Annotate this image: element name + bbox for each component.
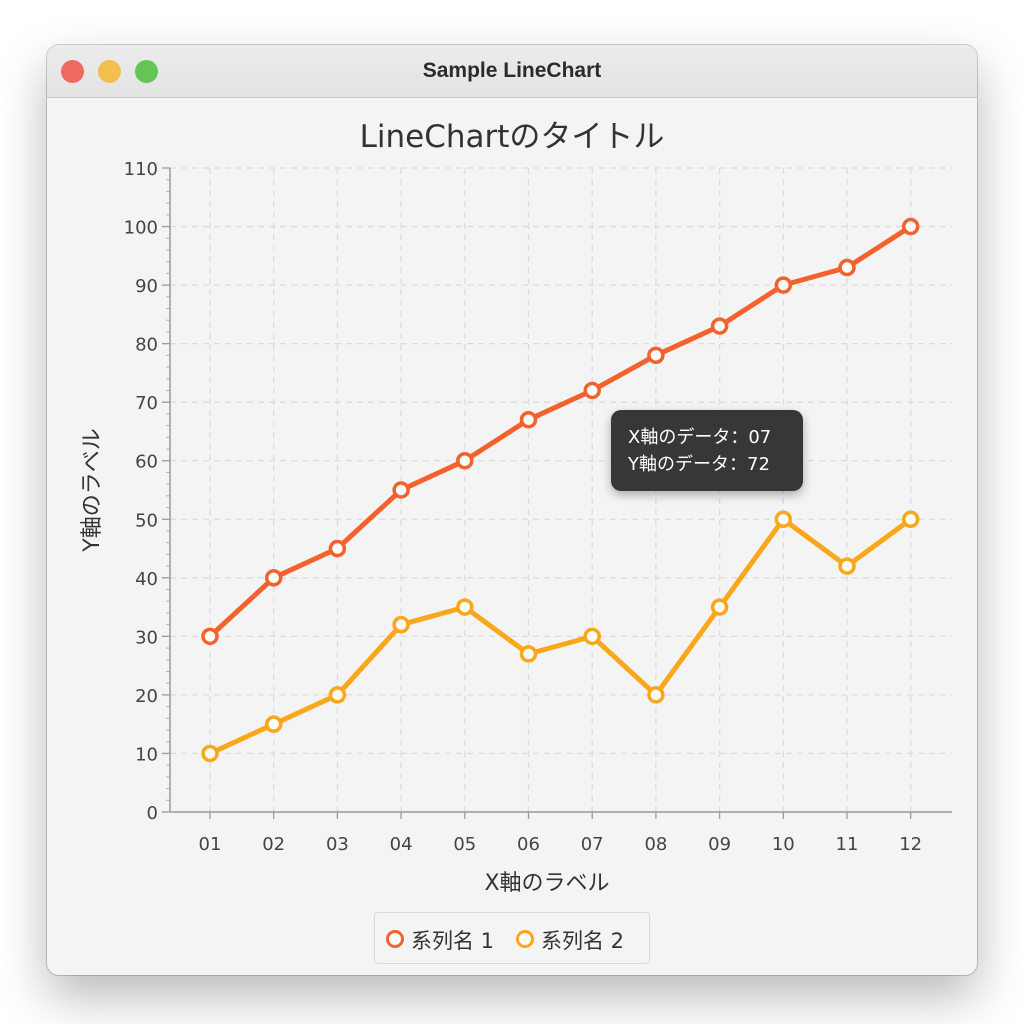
series-2-point: [456, 598, 474, 616]
series-2-line: [207, 516, 914, 756]
series-2-point: [774, 510, 793, 529]
series-1-point: [264, 569, 283, 587]
series-1-point: [519, 410, 538, 429]
series-1-point: [392, 481, 410, 499]
series-2-point: [519, 645, 538, 663]
series-1-point: [647, 346, 665, 365]
series-1-point: [201, 627, 219, 646]
series-2-point: [647, 686, 665, 704]
series-1-line: [207, 224, 914, 639]
y-tick-label: 40: [135, 569, 158, 590]
y-tick-label: 10: [135, 744, 158, 765]
legend-label: 系列名 1: [411, 929, 495, 953]
chart-title: LineChartのタイトル: [359, 119, 665, 155]
x-tick-label: 06: [517, 834, 540, 855]
x-tick-label: 11: [836, 834, 859, 855]
title-bar[interactable]: Sample LineChart: [47, 45, 977, 98]
x-tick-label: 05: [453, 834, 476, 855]
series-1-point: [456, 451, 474, 470]
x-tick-label: 12: [899, 834, 922, 855]
y-axis-label: Y軸のラベル: [80, 428, 105, 552]
series-1-point: [583, 381, 601, 400]
series-2-point: [710, 598, 729, 616]
y-tick-label: 0: [147, 803, 158, 824]
data-point-tooltip: X軸のデータ：07 Y軸のデータ：72: [611, 410, 803, 491]
x-tick-label: 03: [326, 834, 349, 855]
x-tick-label: 02: [262, 834, 285, 855]
x-tick-label: 07: [581, 834, 604, 855]
y-tick-label: 20: [135, 686, 158, 707]
series-2-point: [264, 715, 283, 733]
y-tick-label: 70: [135, 393, 158, 414]
series-1-point: [838, 258, 856, 277]
chart-legend: 系列名 1 系列名 2: [374, 912, 650, 964]
legend-marker-icon: [386, 930, 404, 948]
x-tick-label: 01: [199, 834, 222, 855]
series-2-point: [901, 510, 920, 529]
window-title: Sample LineChart: [422, 59, 602, 82]
series-1-point: [774, 276, 793, 294]
y-tick-label: 30: [135, 627, 158, 648]
series-2-point: [838, 557, 856, 575]
series-2-point: [201, 744, 219, 763]
series-1-point: [328, 539, 347, 558]
tooltip-y-value: Y軸のデータ：72: [628, 454, 770, 475]
x-axis-label: X軸のラベル: [484, 871, 610, 896]
y-tick-label: 80: [135, 335, 158, 356]
minimize-button[interactable]: [98, 60, 121, 83]
x-tick-label: 08: [644, 834, 667, 855]
x-tick-label: 09: [708, 834, 731, 855]
y-tick-label: 100: [124, 218, 158, 239]
app-window: Sample LineChart LineChartのタイトル 0 10 20 30 4…: [47, 45, 977, 975]
y-tick-label: 60: [135, 452, 158, 473]
y-tick-label: 50: [135, 510, 158, 531]
series-2-point: [583, 627, 601, 646]
x-tick-label: 10: [772, 834, 795, 855]
zoom-button[interactable]: [135, 60, 158, 83]
x-tick-label: 04: [390, 834, 413, 855]
y-tick-label: 110: [124, 159, 158, 180]
series-2-point: [392, 615, 410, 634]
line-chart: 0 10 20 30 40 50 60 70 80 90 100 110 01 02 03 04 05 06 07 0…: [124, 159, 952, 855]
series-1-point: [710, 317, 729, 335]
tooltip-x-value: X軸のデータ：07: [628, 427, 772, 448]
legend-marker-icon: [516, 930, 534, 948]
series-1-point: [901, 217, 920, 236]
close-button[interactable]: [61, 60, 84, 83]
series-2-point: [328, 686, 347, 704]
y-tick-label: 90: [135, 276, 158, 297]
legend-label: 系列名 2: [541, 929, 625, 953]
